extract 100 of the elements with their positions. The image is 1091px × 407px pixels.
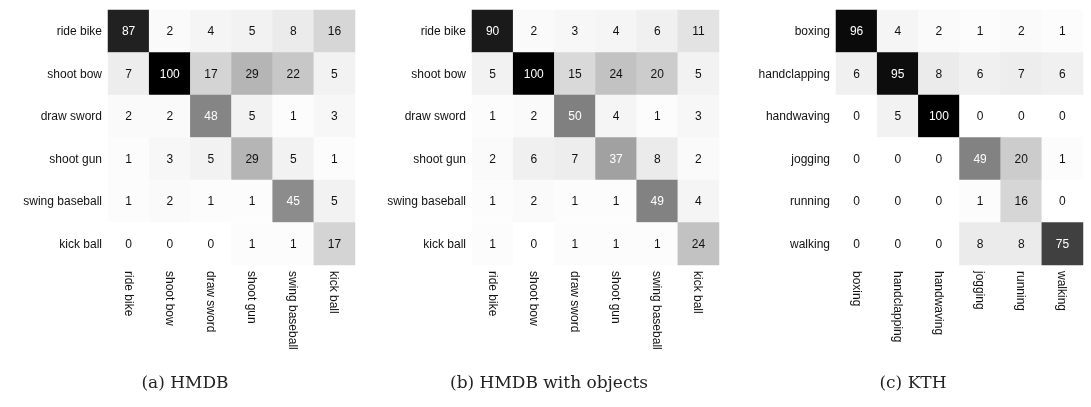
data-label: 87 <box>121 24 136 39</box>
data-label: 5 <box>289 151 297 166</box>
data-label: 5 <box>695 66 703 81</box>
data-label: 1 <box>248 194 256 209</box>
data-label: 2 <box>530 194 538 209</box>
data-label: 1 <box>125 194 133 209</box>
data-label: 6 <box>853 66 861 81</box>
y-tick-label: handclapping <box>758 66 830 81</box>
data-label: 1 <box>976 24 984 39</box>
data-label: 1 <box>653 236 661 251</box>
x-tick-label: kick ball <box>327 271 342 314</box>
data-label: 0 <box>935 151 943 166</box>
y-tick-label: shoot bow <box>47 66 103 81</box>
data-label: 15 <box>568 66 582 81</box>
data-label: 0 <box>894 151 902 166</box>
x-tick-label: shoot bow <box>526 271 541 327</box>
y-tick-label: ride bike <box>420 24 467 39</box>
data-label: 20 <box>650 66 665 81</box>
x-tick-label: running <box>1014 271 1029 312</box>
data-label: 8 <box>1017 236 1025 251</box>
data-label: 2 <box>935 24 943 39</box>
data-label: 0 <box>1059 109 1067 124</box>
text: (a) HMDB <box>141 371 229 392</box>
y-tick-label: ride bike <box>56 24 103 39</box>
data-label: 2 <box>695 151 703 166</box>
x-tick-label: shoot gun <box>609 271 624 324</box>
x-tick-label: boxing <box>849 271 864 307</box>
data-label: 1 <box>489 194 497 209</box>
data-label: 0 <box>853 151 861 166</box>
data-label: 50 <box>568 109 582 124</box>
x-tick-label: handwaving <box>931 271 946 336</box>
data-label: 3 <box>571 24 579 39</box>
x-tick-label: draw sword <box>203 271 218 333</box>
data-label: 2 <box>530 109 538 124</box>
data-label: 8 <box>289 24 297 39</box>
y-tick-label: running <box>789 194 830 209</box>
x-tick-label: shoot gun <box>245 271 260 324</box>
y-tick-label: shoot gun <box>49 151 102 166</box>
data-label: 0 <box>125 236 133 251</box>
data-label: 6 <box>1059 66 1067 81</box>
data-label: 1 <box>489 109 497 124</box>
x-tick-label: walking <box>1055 270 1070 312</box>
data-label: 1 <box>1059 24 1067 39</box>
data-label: 0 <box>894 236 902 251</box>
y-tick-label: draw sword <box>404 109 466 124</box>
data-label: 2 <box>125 109 133 124</box>
data-label: 5 <box>207 151 215 166</box>
data-label: 0 <box>853 109 861 124</box>
data-label: 96 <box>849 24 864 39</box>
data-label: 2 <box>489 151 497 166</box>
data-label: 4 <box>207 24 215 39</box>
data-label: 1 <box>289 236 297 251</box>
data-label: 4 <box>612 24 620 39</box>
data-label: 8 <box>653 151 661 166</box>
data-label: 90 <box>485 24 500 39</box>
data-label: 22 <box>286 66 301 81</box>
data-label: 5 <box>331 66 339 81</box>
x-tick-label: swing baseball <box>286 271 301 350</box>
data-label: 1 <box>1059 151 1067 166</box>
data-label: 29 <box>245 66 260 81</box>
data-label: 0 <box>1017 109 1025 124</box>
data-label: 48 <box>204 109 218 124</box>
y-tick-label: swing baseball <box>387 194 466 209</box>
x-tick-label: handclapping <box>890 271 905 343</box>
data-label: 2 <box>166 24 174 39</box>
data-label: 7 <box>1017 66 1025 81</box>
data-label: 29 <box>245 151 260 166</box>
y-tick-label: kick ball <box>59 236 102 251</box>
data-label: 1 <box>248 236 256 251</box>
x-tick-label: jogging <box>973 270 988 310</box>
data-label: 2 <box>530 24 538 39</box>
y-tick-label: kick ball <box>423 236 466 251</box>
data-label: 0 <box>530 236 538 251</box>
data-label: 0 <box>894 194 902 209</box>
x-tick-label: swing baseball <box>650 271 665 350</box>
data-label: 0 <box>976 109 984 124</box>
y-tick-label: jogging <box>790 151 830 166</box>
data-label: 100 <box>928 109 950 124</box>
data-label: 49 <box>650 194 665 209</box>
data-label: 6 <box>530 151 538 166</box>
data-label: 0 <box>853 194 861 209</box>
data-label: 16 <box>327 24 342 39</box>
data-label: 2 <box>166 194 174 209</box>
data-label: 0 <box>935 194 943 209</box>
data-label: 2 <box>1017 24 1025 39</box>
data-label: 8 <box>976 236 984 251</box>
text: (c) KTH <box>879 371 947 392</box>
data-label: 3 <box>695 109 703 124</box>
data-label: 1 <box>489 236 497 251</box>
data-label: 5 <box>331 194 339 209</box>
data-label: 1 <box>653 109 661 124</box>
y-tick-label: draw sword <box>40 109 102 124</box>
data-label: 1 <box>571 194 579 209</box>
data-label: 0 <box>1059 194 1067 209</box>
data-label: 11 <box>692 24 705 39</box>
data-label: 17 <box>327 236 342 251</box>
data-label: 3 <box>166 151 174 166</box>
data-label: 45 <box>286 194 301 209</box>
data-label: 1 <box>612 236 620 251</box>
y-tick-label: walking <box>788 236 830 251</box>
